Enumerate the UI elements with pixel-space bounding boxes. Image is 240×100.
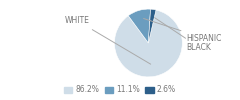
Text: WHITE: WHITE (65, 16, 151, 64)
Wedge shape (128, 9, 150, 43)
Text: BLACK: BLACK (155, 18, 211, 52)
Wedge shape (114, 10, 182, 77)
Text: HISPANIC: HISPANIC (144, 18, 222, 43)
Legend: 86.2%, 11.1%, 2.6%: 86.2%, 11.1%, 2.6% (64, 86, 176, 94)
Wedge shape (148, 9, 156, 43)
